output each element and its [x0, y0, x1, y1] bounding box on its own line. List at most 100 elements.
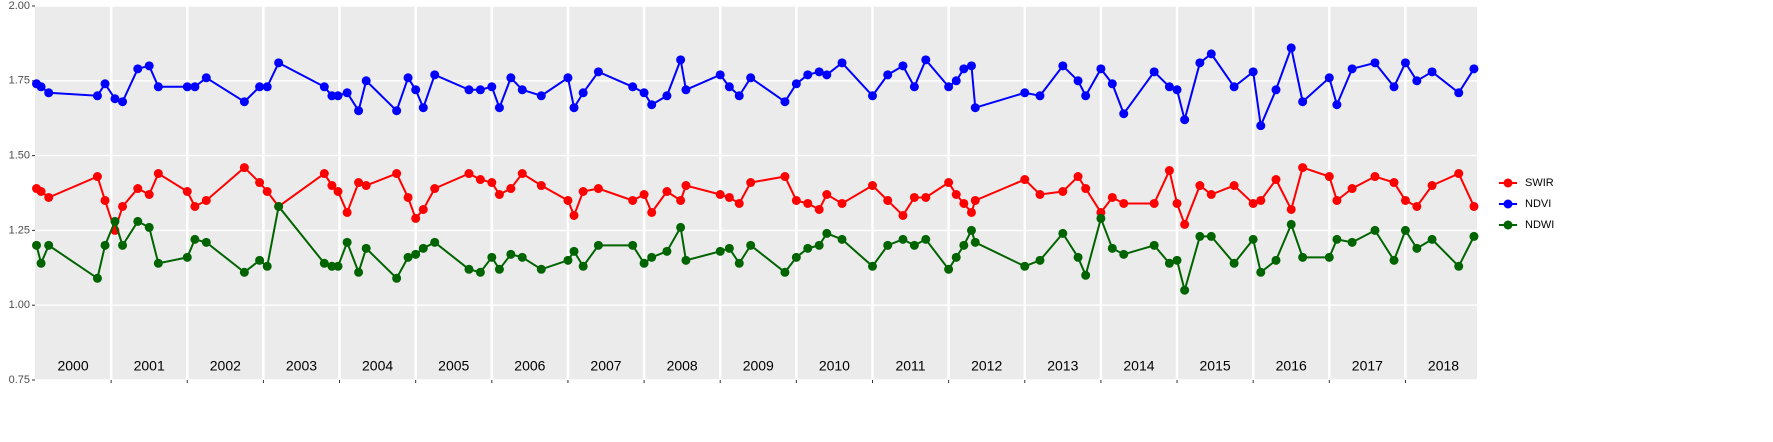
data-point	[715, 246, 725, 256]
legend-label: SWIR	[1525, 177, 1554, 189]
data-point	[201, 195, 211, 205]
data-point	[110, 216, 120, 226]
data-point	[1427, 67, 1437, 77]
data-point	[1206, 189, 1216, 199]
data-point	[1119, 198, 1129, 208]
data-point	[1020, 175, 1030, 185]
data-point	[333, 187, 343, 197]
data-point	[724, 82, 734, 92]
legend-marker	[1503, 178, 1513, 188]
year-label: 2013	[1047, 358, 1078, 374]
year-label: 2018	[1428, 358, 1459, 374]
data-point	[724, 192, 734, 202]
data-point	[746, 240, 756, 250]
data-point	[517, 252, 527, 262]
data-point	[780, 267, 790, 277]
year-label: 2002	[210, 358, 241, 374]
data-point	[715, 70, 725, 80]
data-point	[361, 181, 371, 191]
data-point	[1206, 231, 1216, 241]
data-point	[1229, 181, 1239, 191]
data-point	[1332, 195, 1342, 205]
data-point	[1271, 85, 1281, 95]
data-point	[1370, 58, 1380, 68]
data-point	[239, 97, 249, 107]
data-point	[628, 82, 638, 92]
data-point	[319, 258, 329, 268]
data-point	[392, 273, 402, 283]
data-point	[569, 246, 579, 256]
data-point	[681, 181, 691, 191]
data-point	[182, 252, 192, 262]
data-point	[1469, 231, 1479, 241]
data-point	[966, 225, 976, 235]
data-point	[1058, 187, 1068, 197]
data-point	[354, 267, 364, 277]
data-point	[1164, 166, 1174, 176]
data-point	[133, 64, 143, 74]
data-point	[1081, 270, 1091, 280]
data-point	[411, 249, 421, 259]
data-point	[1081, 184, 1091, 194]
data-point	[1389, 178, 1399, 188]
data-point	[734, 198, 744, 208]
data-point	[944, 82, 954, 92]
data-point	[724, 243, 734, 253]
data-point	[110, 94, 120, 104]
data-point	[791, 195, 801, 205]
data-point	[494, 103, 504, 113]
data-point	[333, 261, 343, 271]
data-point	[32, 240, 42, 250]
data-point	[153, 169, 163, 179]
data-point	[1332, 100, 1342, 110]
data-point	[1427, 234, 1437, 244]
data-point	[118, 201, 128, 211]
data-point	[255, 255, 265, 265]
data-point	[92, 172, 102, 182]
data-point	[951, 76, 961, 86]
data-point	[563, 255, 573, 265]
data-point	[201, 237, 211, 247]
data-point	[144, 222, 154, 232]
data-point	[569, 103, 579, 113]
data-point	[791, 252, 801, 262]
data-point	[1412, 201, 1422, 211]
data-point	[1195, 58, 1205, 68]
data-point	[144, 189, 154, 199]
data-point	[563, 73, 573, 83]
data-point	[487, 82, 497, 92]
year-label: 2012	[971, 358, 1002, 374]
data-point	[746, 178, 756, 188]
data-point	[1081, 91, 1091, 101]
data-point	[333, 91, 343, 101]
data-point	[1172, 85, 1182, 95]
data-point	[354, 178, 364, 188]
data-point	[628, 195, 638, 205]
data-point	[1107, 192, 1117, 202]
data-point	[403, 73, 413, 83]
year-label: 2009	[743, 358, 774, 374]
y-tick-label: 1.25	[9, 224, 30, 236]
year-label: 2014	[1123, 358, 1154, 374]
data-point	[1172, 255, 1182, 265]
y-tick-label: 1.00	[9, 299, 30, 311]
data-point	[262, 261, 272, 271]
year-label: 2003	[286, 358, 317, 374]
data-point	[780, 97, 790, 107]
data-point	[1172, 198, 1182, 208]
data-point	[1058, 61, 1068, 71]
y-tick-label: 2.00	[9, 0, 30, 12]
year-label: 2017	[1352, 358, 1383, 374]
data-point	[1469, 64, 1479, 74]
data-point	[647, 207, 657, 217]
data-point	[418, 103, 428, 113]
data-point	[133, 184, 143, 194]
data-point	[1229, 258, 1239, 268]
data-point	[1164, 258, 1174, 268]
data-point	[822, 228, 832, 238]
data-point	[966, 207, 976, 217]
data-point	[959, 64, 969, 74]
year-label: 2006	[514, 358, 545, 374]
data-point	[255, 82, 265, 92]
data-point	[715, 189, 725, 199]
